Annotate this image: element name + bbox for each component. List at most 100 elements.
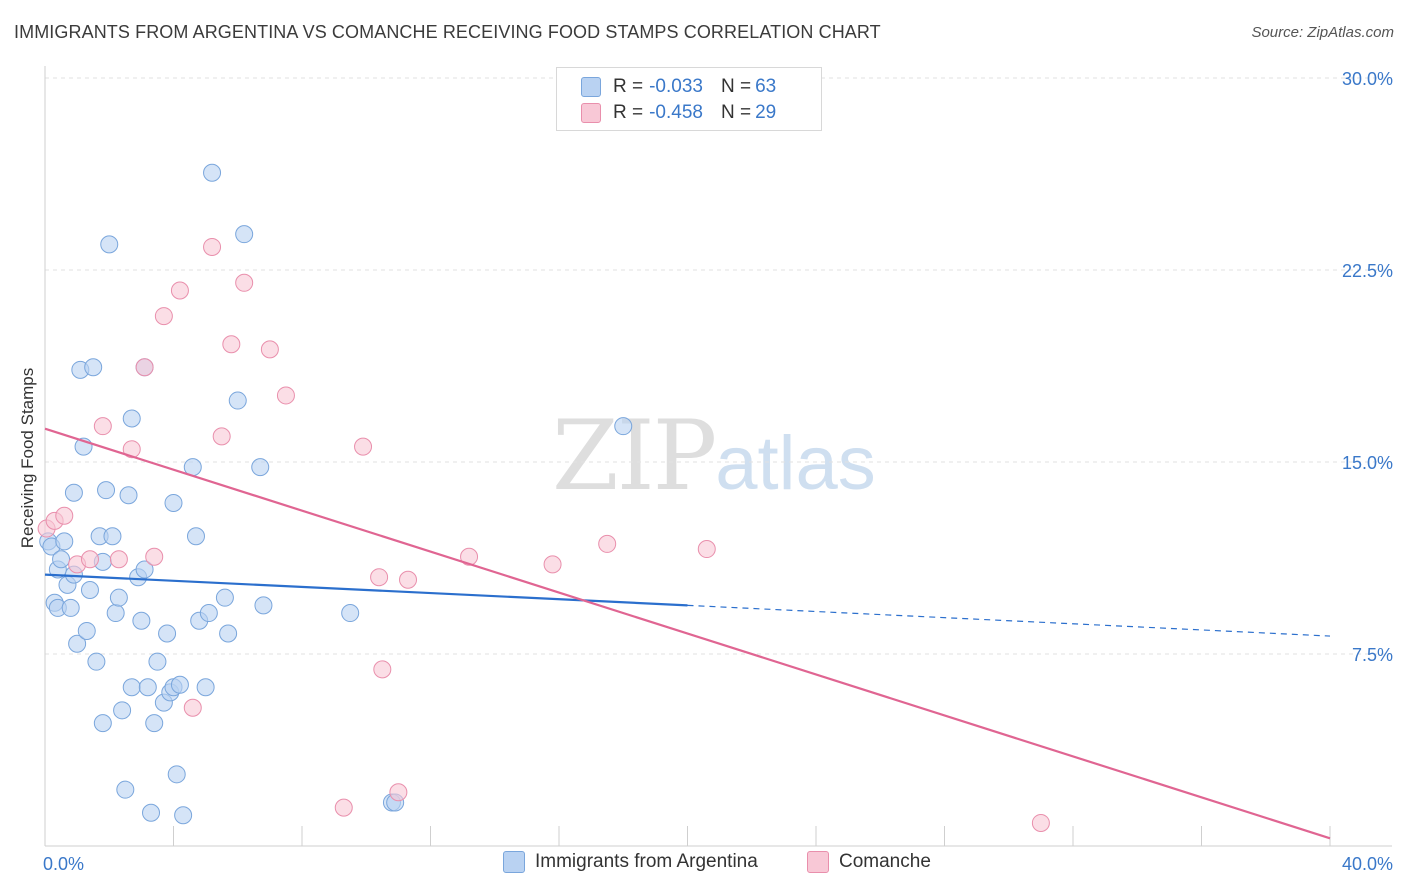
comanche-point	[55, 506, 74, 525]
legend-r-value: -0.033	[649, 76, 703, 97]
comanche-point	[154, 307, 173, 326]
chart-title: IMMIGRANTS FROM ARGENTINA VS COMANCHE RE…	[14, 22, 881, 42]
comanche-point	[80, 550, 99, 569]
x-tick-label-max: 40.0%	[1342, 854, 1393, 874]
legend-item-argentina[interactable]: Immigrants from Argentina	[503, 851, 758, 873]
argentina-point	[142, 803, 161, 822]
legend-n-value: 29	[755, 102, 777, 123]
legend-n-value: 63	[755, 76, 777, 97]
legend-n-label: N =	[720, 102, 752, 123]
argentina-point	[203, 163, 222, 182]
argentina-point	[77, 621, 96, 640]
argentina-point	[235, 225, 254, 244]
legend-r-value: -0.458	[649, 102, 703, 123]
legend-swatch-comanche	[807, 851, 829, 873]
series-legend: Immigrants from Argentina Comanche	[0, 851, 1406, 879]
legend-row-comanche: R = -0.458 N = 29	[581, 100, 776, 126]
argentina-point	[84, 358, 103, 377]
comanche-trend-line	[44, 427, 1331, 840]
argentina-point	[97, 481, 116, 500]
argentina-point	[145, 714, 164, 733]
argentina-point	[52, 550, 71, 569]
comanche-point	[354, 437, 373, 456]
legend-label-comanche: Comanche	[839, 851, 931, 872]
argentina-point	[80, 581, 99, 599]
comanche-point	[135, 358, 154, 377]
argentina-point	[122, 678, 141, 697]
y-tick-label: 7.5%	[1352, 645, 1393, 665]
legend-swatch-comanche	[581, 103, 601, 123]
argentina-point	[254, 596, 273, 615]
comanche-point	[276, 386, 295, 405]
legend-label-argentina: Immigrants from Argentina	[535, 851, 758, 872]
legend-r-label: R =	[613, 102, 644, 123]
y-axis-label: Receiving Food Stamps	[18, 367, 37, 549]
argentina-point	[138, 678, 157, 697]
y-tick-label: 22.5%	[1342, 261, 1393, 281]
comanche-point	[93, 417, 112, 436]
legend-swatch-argentina	[581, 77, 601, 97]
argentina-point	[122, 409, 141, 428]
argentina-point	[164, 493, 183, 512]
argentina-point	[100, 235, 119, 254]
y-tick-label: 15.0%	[1342, 453, 1393, 473]
argentina-point	[68, 634, 87, 653]
argentina-point	[215, 588, 234, 607]
argentina-point	[341, 604, 360, 623]
comanche-point	[598, 534, 617, 553]
comanche-point	[389, 783, 408, 802]
comanche-point	[170, 281, 189, 300]
comanche-point	[334, 798, 353, 817]
comanche-point	[697, 540, 716, 559]
argentina-point	[116, 780, 135, 799]
argentina-trend-extension	[687, 604, 1331, 637]
argentina-point	[87, 652, 106, 671]
legend-n-label: N =	[720, 76, 752, 97]
y-tick-label: 30.0%	[1342, 69, 1393, 89]
x-tick-label-min: 0.0%	[43, 854, 84, 874]
argentina-point	[186, 527, 205, 546]
argentina-point	[132, 611, 151, 630]
argentina-point	[55, 532, 74, 551]
comanche-point	[145, 547, 164, 566]
argentina-point	[614, 417, 633, 436]
argentina-point	[135, 560, 154, 579]
watermark-zip: ZIP	[552, 400, 717, 512]
argentina-point	[199, 604, 218, 623]
comanche-point	[543, 555, 562, 574]
argentina-point	[113, 701, 132, 720]
legend-swatch-argentina	[503, 851, 525, 873]
comanche-point	[260, 340, 279, 359]
legend-row-argentina: R = -0.033 N = 63	[581, 74, 776, 100]
comanche-point	[1031, 813, 1050, 832]
argentina-point	[93, 714, 112, 733]
argentina-point	[174, 806, 193, 825]
comanche-point	[399, 570, 418, 589]
argentina-point	[219, 624, 238, 643]
argentina-point	[170, 675, 189, 694]
legend-r-label: R =	[613, 76, 644, 97]
comanche-point	[109, 550, 128, 569]
argentina-point	[228, 391, 247, 410]
comanche-point	[370, 568, 389, 587]
argentina-point	[158, 624, 177, 643]
comanche-point	[122, 440, 141, 459]
legend-item-comanche[interactable]: Comanche	[807, 851, 931, 873]
argentina-point	[167, 765, 186, 784]
comanche-point	[235, 273, 254, 292]
argentina-point	[196, 678, 215, 697]
argentina-point	[119, 486, 138, 505]
comanche-point	[183, 698, 202, 717]
comanche-point	[203, 237, 222, 256]
source-attribution: Source: ZipAtlas.com	[1251, 24, 1394, 41]
argentina-point	[64, 483, 83, 502]
comanche-point	[212, 427, 231, 446]
comanche-point	[222, 335, 241, 354]
comanche-point	[373, 660, 392, 679]
argentina-point	[148, 652, 167, 671]
comanche-point	[460, 547, 479, 566]
correlation-legend: R = -0.033 N = 63 R = -0.458 N = 29	[556, 67, 822, 131]
watermark-atlas: atlas	[715, 421, 876, 506]
zipatlas-watermark: ZIPatlas	[552, 400, 876, 512]
